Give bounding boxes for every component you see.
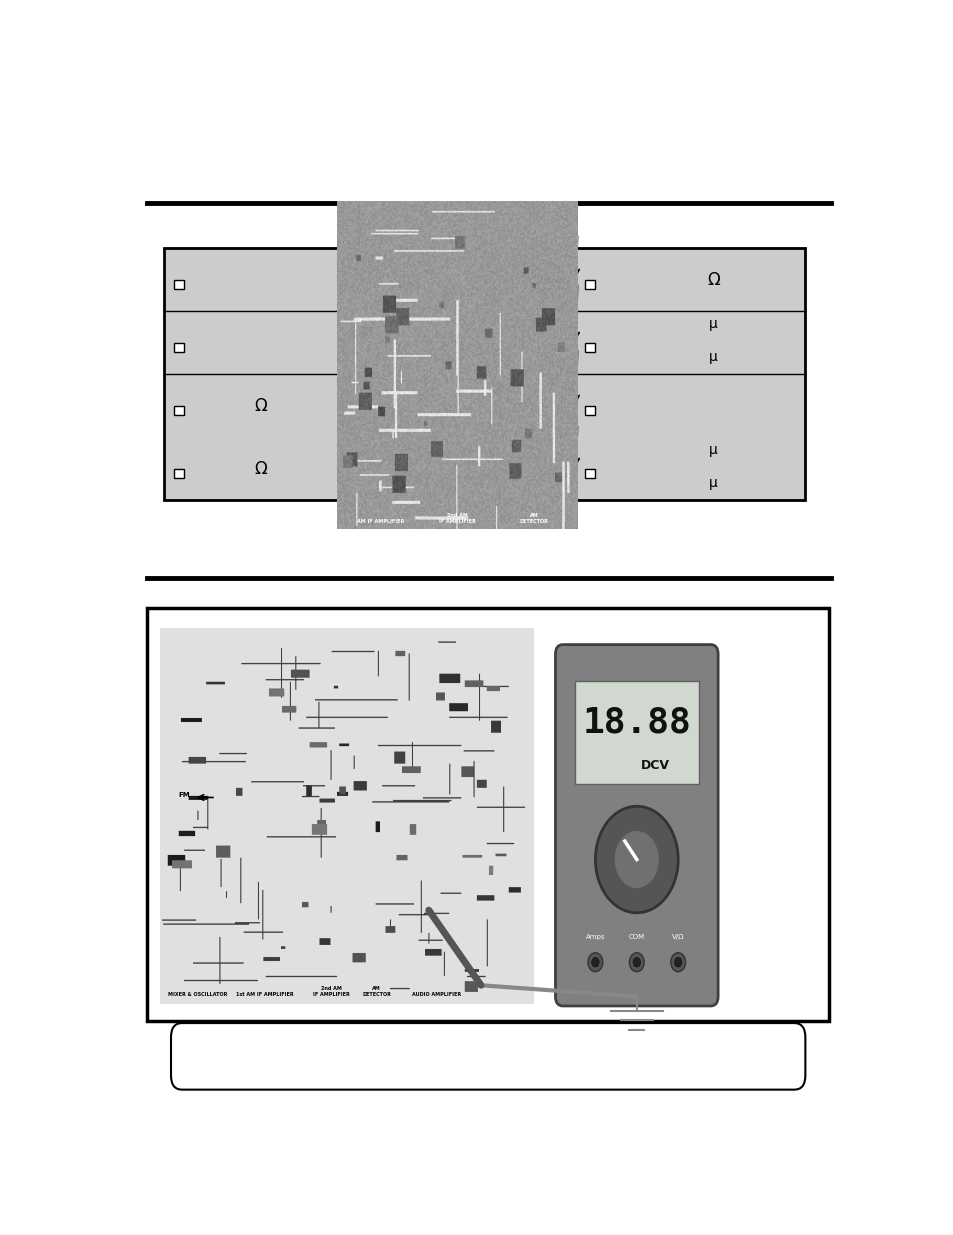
Text: Amps: Amps bbox=[585, 934, 604, 940]
Text: V/Ω: V/Ω bbox=[671, 934, 683, 940]
Bar bbox=[147, 608, 828, 1021]
FancyBboxPatch shape bbox=[555, 645, 718, 1007]
Circle shape bbox=[629, 952, 643, 972]
Bar bbox=[173, 405, 183, 415]
Text: COM: COM bbox=[628, 934, 644, 940]
FancyBboxPatch shape bbox=[558, 836, 565, 848]
Bar bbox=[576, 248, 804, 500]
FancyBboxPatch shape bbox=[558, 940, 565, 951]
Circle shape bbox=[614, 830, 659, 889]
Bar bbox=[164, 248, 341, 500]
Circle shape bbox=[633, 957, 639, 967]
FancyBboxPatch shape bbox=[558, 700, 565, 711]
FancyBboxPatch shape bbox=[710, 871, 718, 882]
Text: μ: μ bbox=[709, 316, 718, 331]
FancyBboxPatch shape bbox=[710, 836, 718, 848]
Bar bbox=[584, 342, 594, 352]
FancyBboxPatch shape bbox=[171, 1023, 804, 1089]
Bar bbox=[584, 405, 594, 415]
Bar bbox=[173, 342, 183, 352]
Circle shape bbox=[674, 957, 681, 967]
FancyBboxPatch shape bbox=[558, 734, 565, 746]
Text: Ω: Ω bbox=[706, 270, 720, 289]
FancyBboxPatch shape bbox=[710, 905, 718, 916]
FancyBboxPatch shape bbox=[710, 803, 718, 814]
Circle shape bbox=[670, 952, 685, 972]
Text: μ: μ bbox=[709, 475, 718, 490]
Text: 18.88: 18.88 bbox=[582, 705, 690, 740]
Bar bbox=[173, 468, 183, 478]
FancyBboxPatch shape bbox=[710, 734, 718, 746]
FancyBboxPatch shape bbox=[710, 700, 718, 711]
Circle shape bbox=[591, 957, 598, 967]
FancyBboxPatch shape bbox=[574, 682, 699, 784]
FancyBboxPatch shape bbox=[710, 940, 718, 951]
FancyBboxPatch shape bbox=[558, 871, 565, 882]
Circle shape bbox=[587, 952, 602, 972]
Text: μ: μ bbox=[709, 442, 718, 457]
FancyBboxPatch shape bbox=[558, 905, 565, 916]
Bar bbox=[584, 468, 594, 478]
Bar bbox=[173, 279, 183, 289]
Bar bbox=[584, 279, 594, 289]
Text: DCV: DCV bbox=[640, 760, 669, 772]
FancyBboxPatch shape bbox=[558, 803, 565, 814]
FancyBboxPatch shape bbox=[558, 768, 565, 779]
Circle shape bbox=[595, 806, 678, 913]
Text: μ: μ bbox=[709, 350, 718, 364]
Text: Ω: Ω bbox=[254, 459, 267, 478]
FancyBboxPatch shape bbox=[710, 768, 718, 779]
Text: Ω: Ω bbox=[254, 396, 267, 415]
